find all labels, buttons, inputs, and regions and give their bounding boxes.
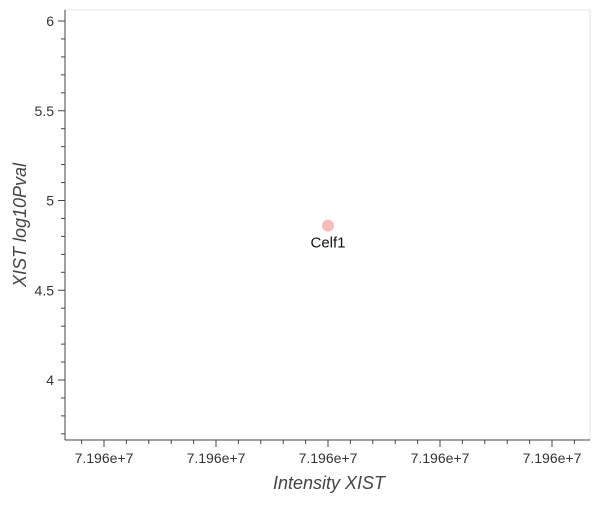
points-layer: Celf1 (310, 219, 346, 252)
y-tick-label: 4.5 (35, 282, 55, 298)
x-tick-label: 7.196e+7 (299, 450, 358, 466)
y-tick-label: 5 (46, 193, 54, 209)
data-point-label: Celf1 (310, 235, 345, 252)
x-tick-label: 7.196e+7 (523, 450, 582, 466)
y-tick-label: 5.5 (35, 103, 55, 119)
x-axis: 7.196e+7 7.196e+7 7.196e+7 7.196e+7 7.196e+7 (65, 439, 590, 466)
x-tick-label: 7.196e+7 (75, 450, 134, 466)
x-axis-label: Intensity XIST (273, 473, 387, 493)
x-tick-label: 7.196e+7 (187, 450, 246, 466)
y-axis-label: XIST log10Pval (10, 162, 30, 288)
y-tick-label: 4 (46, 372, 54, 388)
x-tick-label: 7.196e+7 (411, 450, 470, 466)
data-point[interactable] (322, 219, 334, 232)
y-tick-label: 6 (46, 13, 54, 29)
y-axis: 4 4.5 5 5.5 6 (35, 10, 66, 440)
